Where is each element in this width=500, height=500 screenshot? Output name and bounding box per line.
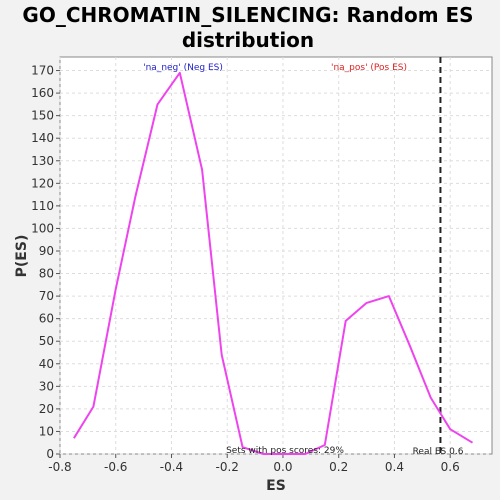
x-tick-label: 0.6 — [441, 460, 460, 474]
chart-title-line-1: GO_CHROMATIN_SILENCING: Random ES — [22, 3, 473, 27]
x-tick-label: -0.4 — [160, 460, 183, 474]
gridlines — [59, 57, 492, 455]
y-tick-label: 110 — [31, 199, 54, 213]
y-axis: 0 10 20 30 40 50 60 70 80 90 100 110 120 130 140 150 160… — [31, 64, 60, 461]
x-tick-label: -0.2 — [216, 460, 239, 474]
y-tick-label: 70 — [39, 289, 54, 303]
x-tick-label: -0.8 — [48, 460, 71, 474]
y-tick-label: 140 — [31, 131, 54, 145]
y-tick-label: 130 — [31, 154, 54, 168]
real-es-label: Real ES 0.6 — [413, 447, 464, 457]
x-tick-label: 0.2 — [329, 460, 348, 474]
pos-es-label: 'na_pos' (Pos ES) — [331, 63, 407, 73]
sets-with-pos-scores-note: Sets with pos scores: 29% — [226, 446, 344, 456]
y-tick-label: 40 — [39, 357, 54, 371]
chart-title-line-2: distribution — [182, 28, 314, 52]
y-tick-label: 0 — [46, 447, 54, 461]
plot-area — [59, 56, 493, 455]
series-group — [73, 71, 474, 455]
series-line — [73, 71, 474, 455]
x-tick-label: 0.4 — [385, 460, 404, 474]
x-axis: -0.8 -0.6 -0.4 -0.2 0.0 0.2 0.4 0.6 — [48, 454, 460, 474]
y-tick-label: 150 — [31, 109, 54, 123]
y-tick-label: 60 — [39, 312, 54, 326]
y-axis-label: P(ES) — [14, 235, 30, 278]
y-tick-label: 10 — [39, 424, 54, 438]
x-tick-label: 0.0 — [273, 460, 292, 474]
y-tick-label: 120 — [31, 176, 54, 190]
y-tick-label: 50 — [39, 334, 54, 348]
x-tick-label: -0.6 — [104, 460, 127, 474]
y-tick-label: 100 — [31, 221, 54, 235]
y-tick-label: 160 — [31, 86, 54, 100]
y-tick-label: 90 — [39, 244, 54, 258]
y-tick-label: 170 — [31, 64, 54, 78]
y-tick-label: 30 — [39, 379, 54, 393]
y-tick-label: 20 — [39, 402, 54, 416]
y-tick-label: 80 — [39, 267, 54, 281]
neg-es-label: 'na_neg' (Neg ES) — [143, 63, 223, 73]
x-axis-label: ES — [266, 478, 286, 494]
